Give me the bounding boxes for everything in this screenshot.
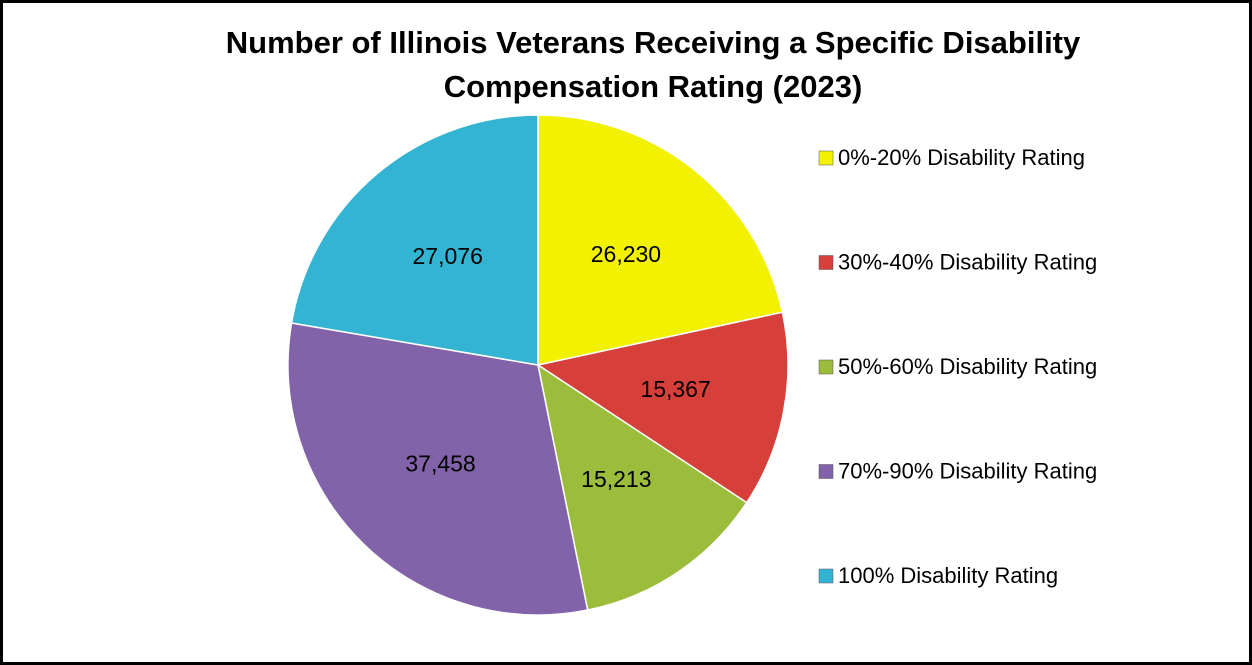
legend-swatch — [818, 464, 834, 479]
legend-label: 100% Disability Rating — [838, 563, 1058, 588]
legend-label: 70%-90% Disability Rating — [838, 458, 1097, 483]
pie-slice — [536, 363, 748, 611]
legend-label: 50%-60% Disability Rating — [838, 354, 1097, 379]
value-label: 15,213 — [581, 466, 651, 492]
legend-swatch — [818, 568, 834, 584]
legend-swatch — [818, 359, 834, 375]
value-label: 37,458 — [405, 451, 475, 477]
pie-slice — [537, 114, 784, 366]
value-label: 15,367 — [640, 376, 710, 402]
legend-swatch — [818, 150, 834, 166]
chart: 26,230 15,367 15,213 37,458 27,076 0%-20% Dis… — [287, 114, 1097, 616]
chart-title: Number of Illinois Veterans Receiving a … — [225, 25, 1081, 104]
value-label: 27,076 — [413, 243, 483, 269]
legend-label: 0%-20% Disability Rating — [838, 145, 1085, 170]
pie-slice — [290, 114, 539, 366]
value-label: 26,230 — [591, 241, 661, 267]
legend-label: 30%-40% Disability Rating — [838, 249, 1097, 274]
pie-slice — [536, 311, 789, 504]
legend-swatch — [818, 255, 834, 270]
pie-slice — [287, 322, 589, 616]
